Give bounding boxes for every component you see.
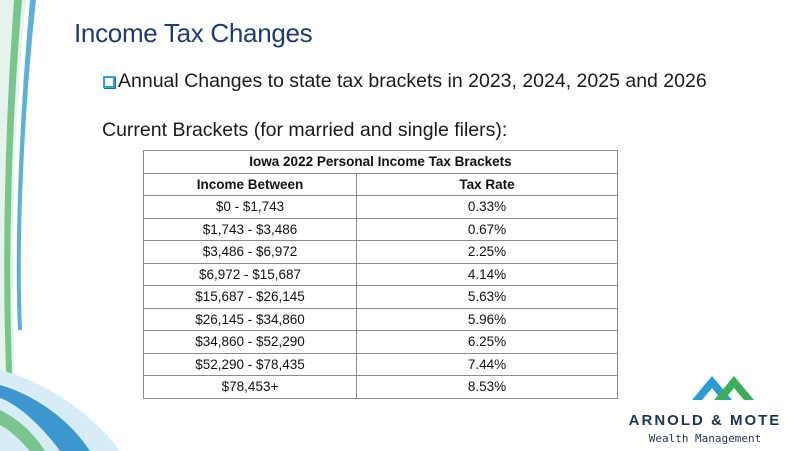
table-row: $15,687 - $26,145 5.63% bbox=[143, 285, 618, 309]
table-row: $34,860 - $52,290 6.25% bbox=[143, 330, 618, 354]
income-range-cell: $52,290 - $78,435 bbox=[143, 352, 357, 376]
tax-rate-cell: 0.67% bbox=[356, 217, 618, 241]
slide-title: Income Tax Changes bbox=[74, 18, 313, 48]
tax-rate-cell: 5.63% bbox=[356, 285, 618, 309]
tax-rate-cell: 6.25% bbox=[356, 330, 618, 354]
table-row: $0 - $1,743 0.33% bbox=[143, 195, 618, 219]
tax-rate-cell: 4.14% bbox=[356, 262, 618, 286]
income-range-cell: $1,743 - $3,486 bbox=[143, 217, 357, 241]
tax-rate-cell: 8.53% bbox=[356, 375, 618, 399]
brand-name: ARNOLD & MOTE bbox=[628, 412, 782, 429]
table-row: $3,486 - $6,972 2.25% bbox=[143, 240, 618, 264]
tax-rate-cell: 7.44% bbox=[356, 352, 618, 376]
brand-tagline: Wealth Management bbox=[648, 432, 762, 445]
bullet-item: Annual Changes to state tax brackets in … bbox=[103, 70, 707, 93]
tax-rate-cell: 5.96% bbox=[356, 307, 618, 331]
arnold-mote-logo-icon bbox=[692, 376, 754, 400]
income-range-cell: $15,687 - $26,145 bbox=[143, 285, 357, 309]
table-caption: Iowa 2022 Personal Income Tax Brackets bbox=[143, 150, 618, 174]
bullet-text: Annual Changes to state tax brackets in … bbox=[118, 70, 707, 92]
table-row: $52,290 - $78,435 7.44% bbox=[143, 352, 618, 376]
tax-rate-cell: 2.25% bbox=[356, 240, 618, 264]
header-income-between: Income Between bbox=[143, 172, 357, 196]
income-range-cell: $3,486 - $6,972 bbox=[143, 240, 357, 264]
subheading: Current Brackets (for married and single… bbox=[102, 119, 508, 141]
tax-brackets-table: Iowa 2022 Personal Income Tax Brackets I… bbox=[143, 150, 618, 399]
income-range-cell: $0 - $1,743 bbox=[143, 195, 357, 219]
table-row: $6,972 - $15,687 4.14% bbox=[143, 262, 618, 286]
income-range-cell: $26,145 - $34,860 bbox=[143, 307, 357, 331]
income-range-cell: $6,972 - $15,687 bbox=[143, 262, 357, 286]
tax-rate-cell: 0.33% bbox=[356, 195, 618, 219]
header-tax-rate: Tax Rate bbox=[356, 172, 618, 196]
table-row: $26,145 - $34,860 5.96% bbox=[143, 307, 618, 331]
table-row: $1,743 - $3,486 0.67% bbox=[143, 217, 618, 241]
table-row: $78,453+ 8.53% bbox=[143, 375, 618, 399]
income-range-cell: $34,860 - $52,290 bbox=[143, 330, 357, 354]
income-range-cell: $78,453+ bbox=[143, 375, 357, 399]
checkbox-bullet-icon bbox=[103, 75, 115, 88]
